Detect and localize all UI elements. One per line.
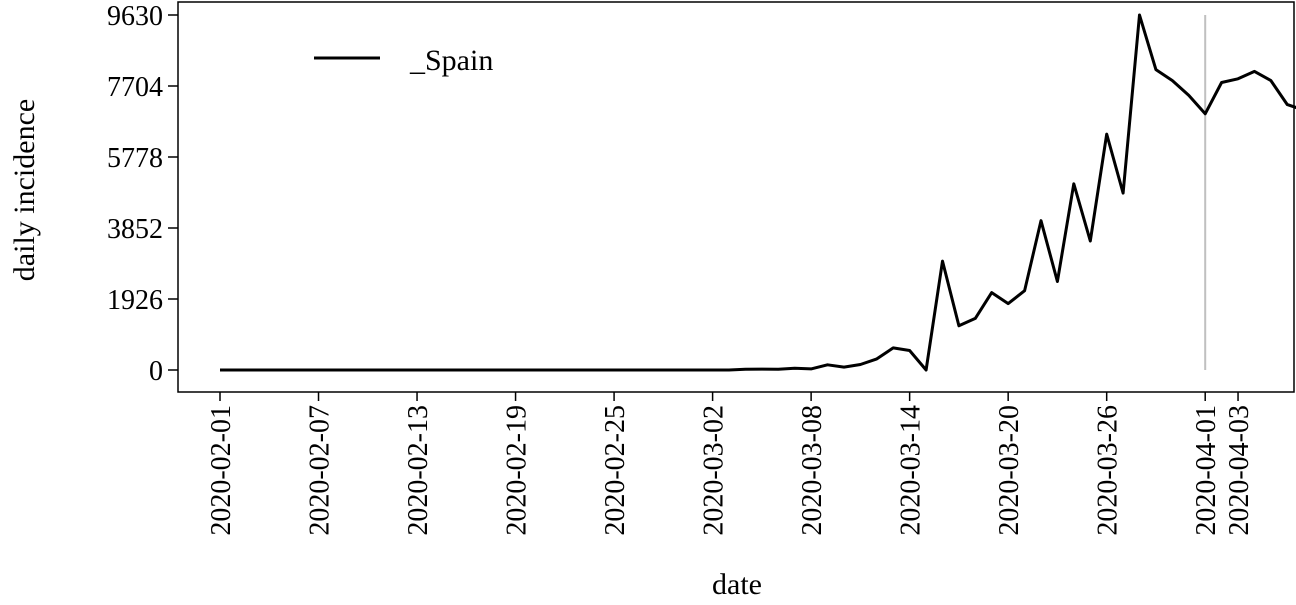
y-tick-label: 3852 bbox=[107, 214, 163, 245]
legend-entry-label: _Spain bbox=[409, 44, 493, 77]
x-tick-label: 2020-03-20 bbox=[994, 405, 1025, 536]
x-tick-label: 2020-04-01 bbox=[1191, 405, 1222, 536]
x-tick-label: 2020-02-01 bbox=[206, 405, 237, 536]
x-tick-label: 2020-03-14 bbox=[896, 405, 927, 536]
y-tick-label: 5778 bbox=[107, 143, 163, 174]
y-tick-label: 0 bbox=[149, 356, 163, 387]
x-tick-label: 2020-04-03 bbox=[1224, 405, 1255, 536]
x-tick-label: 2020-03-02 bbox=[699, 405, 730, 536]
x-tick-label: 2020-03-08 bbox=[797, 405, 828, 536]
series-layer bbox=[220, 13, 1296, 372]
x-tick-label: 2020-02-25 bbox=[600, 405, 631, 536]
x-axis-title: date bbox=[712, 568, 762, 600]
plot-frame bbox=[177, 1, 1295, 393]
legend: _Spain bbox=[314, 44, 493, 77]
x-axis: 2020-02-01 2020-02-07 2020-02-13 2020-02-19… bbox=[206, 392, 1255, 536]
x-tick-label: 2020-02-13 bbox=[403, 405, 434, 536]
series-line bbox=[220, 13, 1296, 372]
x-tick-label: 2020-03-26 bbox=[1093, 405, 1124, 536]
y-axis: 0 1926 3852 5778 7704 9630 bbox=[107, 1, 178, 387]
x-tick-label: 2020-02-07 bbox=[305, 405, 336, 536]
y-tick-label: 1926 bbox=[107, 285, 163, 316]
y-tick-label: 9630 bbox=[107, 1, 163, 32]
y-tick-label: 7704 bbox=[107, 72, 163, 103]
y-axis-title: daily incidence bbox=[8, 99, 41, 281]
x-tick-label: 2020-02-19 bbox=[502, 405, 533, 536]
